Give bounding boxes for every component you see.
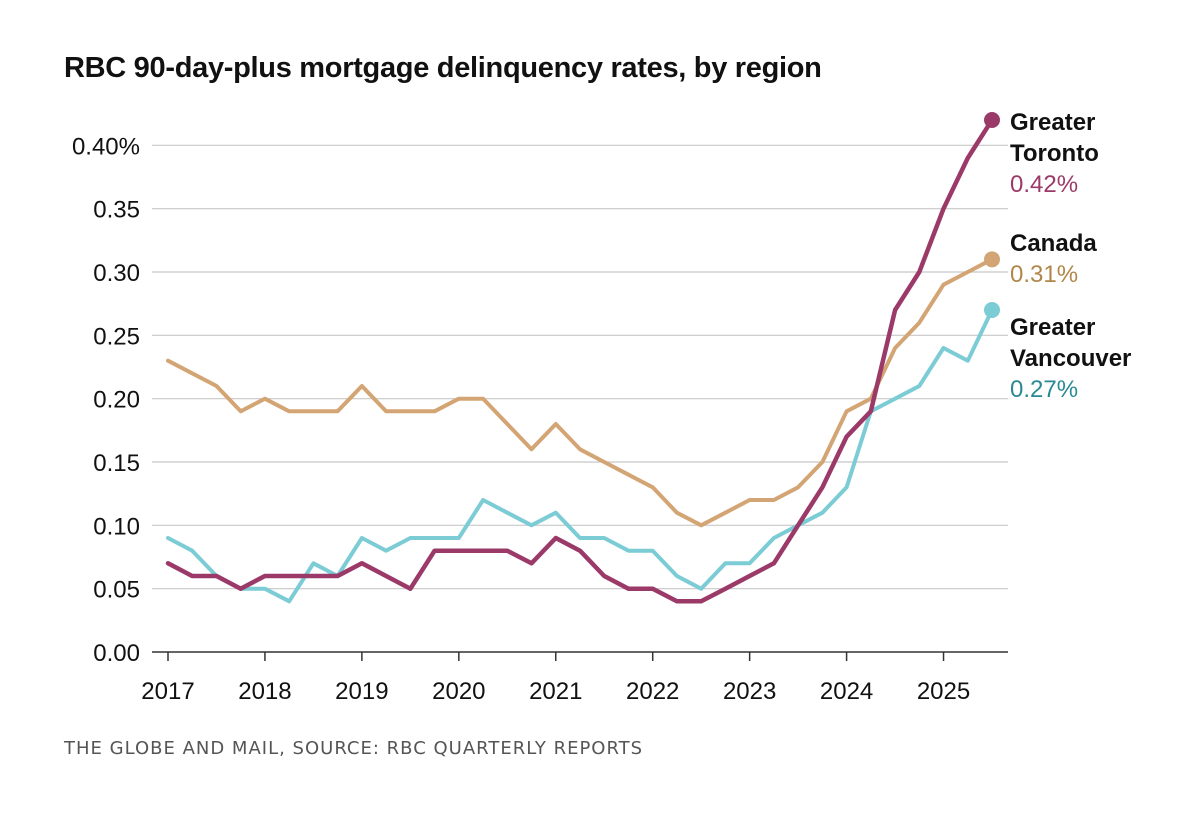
x-tick-label: 2020 bbox=[432, 678, 485, 705]
y-tick-label: 0.35 bbox=[93, 197, 140, 224]
series-line-vancouver bbox=[166, 308, 994, 604]
series-line-toronto bbox=[165, 117, 995, 604]
x-tick-label: 2021 bbox=[529, 678, 582, 705]
gridlines bbox=[152, 144, 1008, 590]
y-tick-label: 0.30 bbox=[93, 260, 140, 287]
series-name-canada: Canada bbox=[1010, 230, 1097, 257]
y-tick-label: 0.25 bbox=[93, 323, 140, 350]
x-tick-label: 2024 bbox=[820, 678, 873, 705]
chart-title: RBC 90-day-plus mortgage delinquency rat… bbox=[64, 52, 822, 84]
x-tick-label: 2019 bbox=[335, 678, 388, 705]
series-lines bbox=[165, 112, 1000, 604]
x-tick-label: 2025 bbox=[917, 678, 970, 705]
end-value-vancouver: 0.27% bbox=[1010, 376, 1078, 403]
series-name-vancouver: Greater bbox=[1010, 314, 1095, 341]
series-name-vancouver: Vancouver bbox=[1010, 345, 1131, 372]
end-point-vancouver bbox=[984, 302, 1000, 318]
source-note: THE GLOBE AND MAIL, SOURCE: RBC QUARTERL… bbox=[64, 738, 644, 759]
x-tick-label: 2022 bbox=[626, 678, 679, 705]
y-tick-label: 0.05 bbox=[93, 577, 140, 604]
end-point-canada bbox=[984, 251, 1000, 268]
x-axis-labels: 2017 2018 2019 2020 2021 2022 2023 2024 2025 bbox=[141, 678, 970, 705]
end-labels: Canada 0.31% Greater Vancouver 0.27% Greater T… bbox=[1010, 109, 1131, 403]
x-axis bbox=[152, 651, 1008, 661]
y-tick-label: 0.40% bbox=[72, 133, 140, 160]
series-name-toronto: Toronto bbox=[1010, 140, 1099, 167]
x-tick-label: 2017 bbox=[141, 678, 194, 705]
y-tick-label: 0.15 bbox=[93, 450, 140, 477]
y-axis-labels: 0.00 0.05 0.10 0.15 0.20 0.25 0.30 0.35 0.40% bbox=[72, 133, 140, 667]
x-tick-label: 2018 bbox=[238, 678, 291, 705]
y-tick-label: 0.10 bbox=[93, 513, 140, 540]
end-value-canada: 0.31% bbox=[1010, 261, 1078, 288]
end-point-toronto bbox=[984, 112, 1000, 128]
series-name-toronto: Greater bbox=[1010, 109, 1095, 136]
y-tick-label: 0.20 bbox=[93, 387, 140, 414]
series-line-canada bbox=[166, 257, 994, 528]
y-tick-label: 0.00 bbox=[93, 640, 140, 667]
end-value-toronto: 0.42% bbox=[1010, 171, 1078, 198]
x-tick-label: 2023 bbox=[723, 678, 776, 705]
